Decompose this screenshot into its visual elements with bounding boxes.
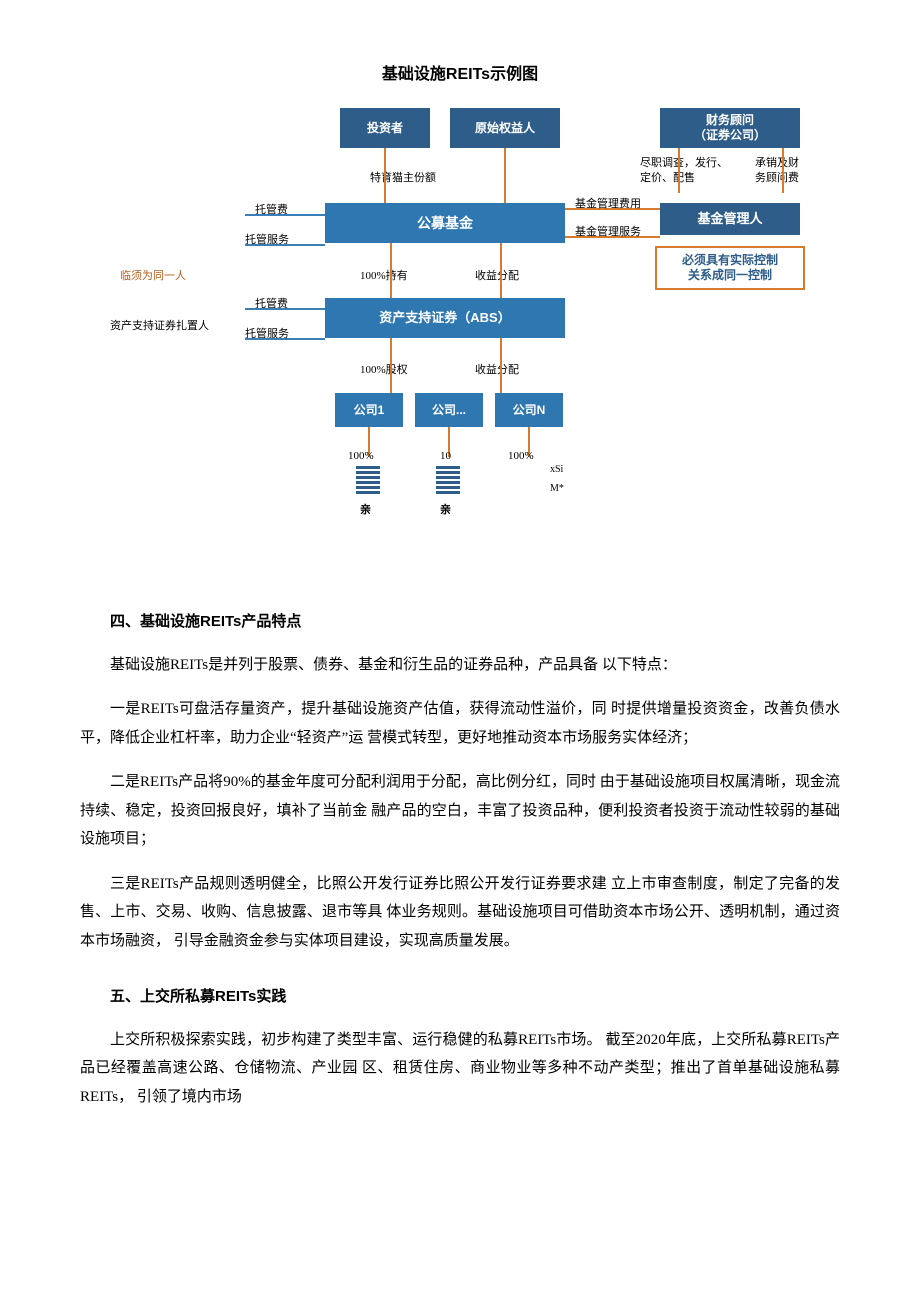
box-co2: 公司... bbox=[415, 393, 483, 427]
box-co3: 公司N bbox=[495, 393, 563, 427]
lbl-dd: 尽职调查，发行、 定价、配售 bbox=[640, 156, 728, 185]
arrow-adv-fund-l bbox=[678, 148, 680, 193]
para-5-1: 上交所积极探索实践，初步构建了类型丰富、运行稳健的私募REITs市场。 截至20… bbox=[80, 1026, 840, 1112]
lbl-mgmt-fee: 基金管理费用 bbox=[575, 194, 641, 215]
lbl-pct-a: 100% bbox=[348, 446, 374, 467]
lbl-tg-serv-1: 托管服务 bbox=[245, 230, 289, 251]
arrow-abs-co-r bbox=[500, 338, 502, 393]
para-4-1: 基础设施REITs是并列于股票、债券、基金和衍生品的证券品种，产品具备 以下特点… bbox=[80, 651, 840, 680]
arrow-adv-fund-r bbox=[782, 148, 784, 193]
lbl-tg-fee-2: 托管费 bbox=[255, 294, 288, 315]
box-manager-note: 必须具有实际控制 关系成同一控制 bbox=[655, 246, 805, 290]
lbl-hold-100: 100%持有 bbox=[360, 266, 408, 287]
lbl-ic2: 亲 bbox=[440, 500, 451, 521]
lbl-share: 特育猫主份额 bbox=[370, 168, 436, 189]
box-abs: 资产支持证券（ABS） bbox=[325, 298, 565, 338]
arrow-inv-fund bbox=[384, 148, 386, 203]
lbl-same-person: 临须为同一人 bbox=[120, 266, 186, 287]
arrow-orig-fund bbox=[504, 148, 506, 203]
box-investor: 投资者 bbox=[340, 108, 430, 148]
lbl-mgmt-serv: 基金管理服务 bbox=[575, 222, 641, 243]
heading-section-5: 五、上交所私募REITs实践 bbox=[80, 983, 840, 1012]
lbl-abs-holder: 资产支持证券扎置人 bbox=[110, 316, 209, 337]
arrow-fund-abs-r bbox=[500, 243, 502, 298]
lbl-bottom-note: xSi M* bbox=[550, 460, 564, 498]
icon-block-2 bbox=[436, 466, 460, 494]
box-manager: 基金管理人 bbox=[660, 203, 800, 235]
icon-block-1 bbox=[356, 466, 380, 494]
lbl-tg-serv-2: 托管服务 bbox=[245, 324, 289, 345]
para-4-2: 一是REITs可盘活存量资产，提升基础设施资产估值，获得流动性溢价，同 时提供增… bbox=[80, 695, 840, 752]
lbl-tg-fee-1: 托管费 bbox=[255, 200, 288, 221]
heading-section-4: 四、基础设施REITs产品特点 bbox=[80, 608, 840, 637]
lbl-pct-b: 10 bbox=[440, 446, 451, 467]
lbl-ic1: 亲 bbox=[360, 500, 371, 521]
box-advisor: 财务顾问 （证券公司） bbox=[660, 108, 800, 148]
lbl-pct-c: 100% bbox=[508, 446, 534, 467]
arrow-fund-abs-l bbox=[390, 243, 392, 298]
arrow-abs-co-l bbox=[390, 338, 392, 393]
line-tg-2a bbox=[245, 308, 325, 310]
box-co1: 公司1 bbox=[335, 393, 403, 427]
line-tg-2b bbox=[245, 338, 325, 340]
box-fund: 公募基金 bbox=[325, 203, 565, 243]
reits-diagram: 投资者 原始权益人 财务顾问 （证券公司） 尽职调查，发行、 定价、配售 承销及… bbox=[100, 108, 820, 578]
lbl-equity-100: 100%股权 bbox=[360, 360, 408, 381]
lbl-dist-2: 收益分配 bbox=[475, 360, 519, 381]
box-originator: 原始权益人 bbox=[450, 108, 560, 148]
line-tg-1b bbox=[245, 244, 325, 246]
para-4-3: 二是REITs产品将90%的基金年度可分配利润用于分配，高比例分红，同时 由于基… bbox=[80, 768, 840, 854]
diagram-title: 基础设施REITs示例图 bbox=[80, 60, 840, 90]
lbl-uw: 承销及财 务顾问费 bbox=[755, 156, 799, 185]
line-tg-1a bbox=[245, 214, 325, 216]
para-4-4: 三是REITs产品规则透明健全，比照公开发行证券比照公开发行证券要求建 立上市审… bbox=[80, 870, 840, 956]
lbl-dist-1: 收益分配 bbox=[475, 266, 519, 287]
